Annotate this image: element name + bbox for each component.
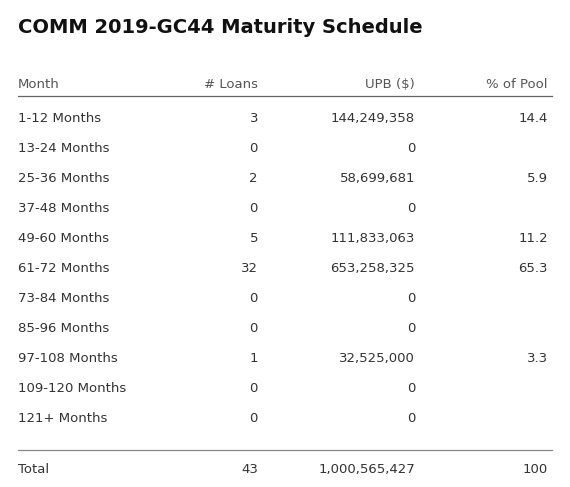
- Text: Total: Total: [18, 463, 49, 476]
- Text: 3.3: 3.3: [527, 352, 548, 365]
- Text: 0: 0: [406, 202, 415, 215]
- Text: 43: 43: [241, 463, 258, 476]
- Text: 1: 1: [250, 352, 258, 365]
- Text: 111,833,063: 111,833,063: [331, 232, 415, 245]
- Text: 2: 2: [250, 172, 258, 185]
- Text: 25-36 Months: 25-36 Months: [18, 172, 109, 185]
- Text: 37-48 Months: 37-48 Months: [18, 202, 109, 215]
- Text: 0: 0: [406, 292, 415, 305]
- Text: # Loans: # Loans: [204, 78, 258, 91]
- Text: 0: 0: [250, 142, 258, 155]
- Text: 58,699,681: 58,699,681: [340, 172, 415, 185]
- Text: 121+ Months: 121+ Months: [18, 412, 107, 425]
- Text: 32,525,000: 32,525,000: [339, 352, 415, 365]
- Text: 109-120 Months: 109-120 Months: [18, 382, 126, 395]
- Text: 49-60 Months: 49-60 Months: [18, 232, 109, 245]
- Text: 32: 32: [241, 262, 258, 275]
- Text: 11.2: 11.2: [518, 232, 548, 245]
- Text: COMM 2019-GC44 Maturity Schedule: COMM 2019-GC44 Maturity Schedule: [18, 18, 422, 37]
- Text: % of Pool: % of Pool: [487, 78, 548, 91]
- Text: 14.4: 14.4: [519, 112, 548, 125]
- Text: 85-96 Months: 85-96 Months: [18, 322, 109, 335]
- Text: 0: 0: [250, 202, 258, 215]
- Text: 73-84 Months: 73-84 Months: [18, 292, 109, 305]
- Text: 97-108 Months: 97-108 Months: [18, 352, 118, 365]
- Text: 100: 100: [523, 463, 548, 476]
- Text: 0: 0: [406, 382, 415, 395]
- Text: 13-24 Months: 13-24 Months: [18, 142, 109, 155]
- Text: 0: 0: [250, 292, 258, 305]
- Text: 0: 0: [250, 412, 258, 425]
- Text: 0: 0: [406, 412, 415, 425]
- Text: 0: 0: [250, 382, 258, 395]
- Text: 61-72 Months: 61-72 Months: [18, 262, 109, 275]
- Text: 3: 3: [250, 112, 258, 125]
- Text: 1,000,565,427: 1,000,565,427: [318, 463, 415, 476]
- Text: 0: 0: [406, 322, 415, 335]
- Text: 1-12 Months: 1-12 Months: [18, 112, 101, 125]
- Text: 653,258,325: 653,258,325: [331, 262, 415, 275]
- Text: Month: Month: [18, 78, 60, 91]
- Text: UPB ($): UPB ($): [365, 78, 415, 91]
- Text: 5: 5: [250, 232, 258, 245]
- Text: 144,249,358: 144,249,358: [331, 112, 415, 125]
- Text: 65.3: 65.3: [519, 262, 548, 275]
- Text: 0: 0: [406, 142, 415, 155]
- Text: 0: 0: [250, 322, 258, 335]
- Text: 5.9: 5.9: [527, 172, 548, 185]
